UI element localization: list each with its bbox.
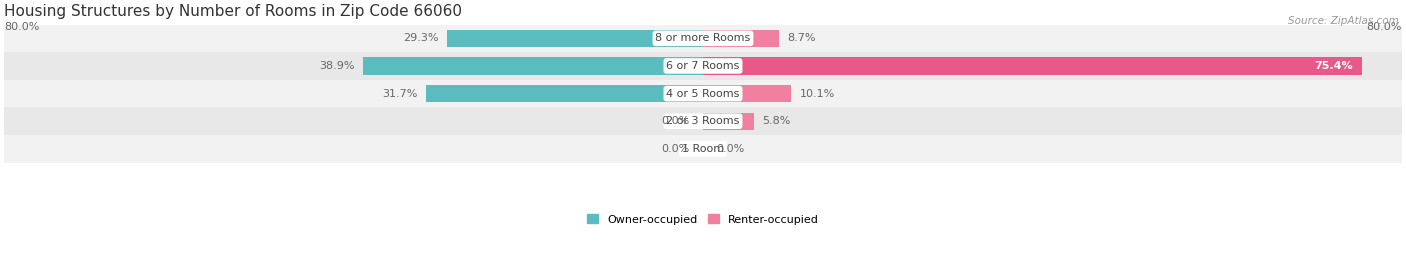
Bar bbox=[703, 85, 792, 102]
Bar bbox=[447, 30, 703, 47]
Text: 0.0%: 0.0% bbox=[662, 116, 690, 126]
Text: 1 Room: 1 Room bbox=[682, 144, 724, 154]
Text: 0.0%: 0.0% bbox=[662, 144, 690, 154]
Text: Source: ZipAtlas.com: Source: ZipAtlas.com bbox=[1288, 16, 1399, 26]
Bar bbox=[4, 107, 1402, 135]
Bar bbox=[363, 57, 703, 75]
Text: 6 or 7 Rooms: 6 or 7 Rooms bbox=[666, 61, 740, 71]
Bar bbox=[703, 113, 754, 130]
Bar bbox=[4, 135, 1402, 163]
Bar bbox=[703, 30, 779, 47]
Text: 10.1%: 10.1% bbox=[800, 89, 835, 99]
Text: 75.4%: 75.4% bbox=[1315, 61, 1353, 71]
Text: 5.8%: 5.8% bbox=[762, 116, 790, 126]
Text: 8 or more Rooms: 8 or more Rooms bbox=[655, 33, 751, 43]
Text: 80.0%: 80.0% bbox=[4, 22, 39, 32]
Text: 31.7%: 31.7% bbox=[382, 89, 418, 99]
Bar bbox=[426, 85, 703, 102]
Bar bbox=[703, 57, 1361, 75]
Legend: Owner-occupied, Renter-occupied: Owner-occupied, Renter-occupied bbox=[582, 210, 824, 229]
Bar bbox=[4, 80, 1402, 107]
Text: Housing Structures by Number of Rooms in Zip Code 66060: Housing Structures by Number of Rooms in… bbox=[4, 4, 463, 19]
Text: 2 or 3 Rooms: 2 or 3 Rooms bbox=[666, 116, 740, 126]
Text: 8.7%: 8.7% bbox=[787, 33, 817, 43]
Text: 38.9%: 38.9% bbox=[319, 61, 354, 71]
Bar bbox=[4, 24, 1402, 52]
Text: 29.3%: 29.3% bbox=[402, 33, 439, 43]
Text: 0.0%: 0.0% bbox=[716, 144, 744, 154]
Text: 4 or 5 Rooms: 4 or 5 Rooms bbox=[666, 89, 740, 99]
Text: 80.0%: 80.0% bbox=[1367, 22, 1402, 32]
Bar bbox=[4, 52, 1402, 80]
